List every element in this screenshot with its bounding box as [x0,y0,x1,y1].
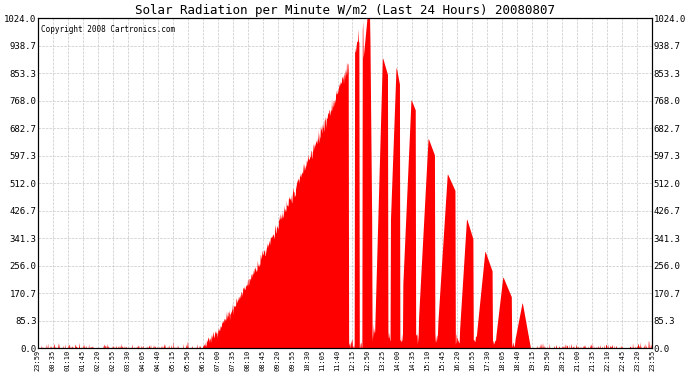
Text: Copyright 2008 Cartronics.com: Copyright 2008 Cartronics.com [41,25,175,34]
Title: Solar Radiation per Minute W/m2 (Last 24 Hours) 20080807: Solar Radiation per Minute W/m2 (Last 24… [135,4,555,17]
